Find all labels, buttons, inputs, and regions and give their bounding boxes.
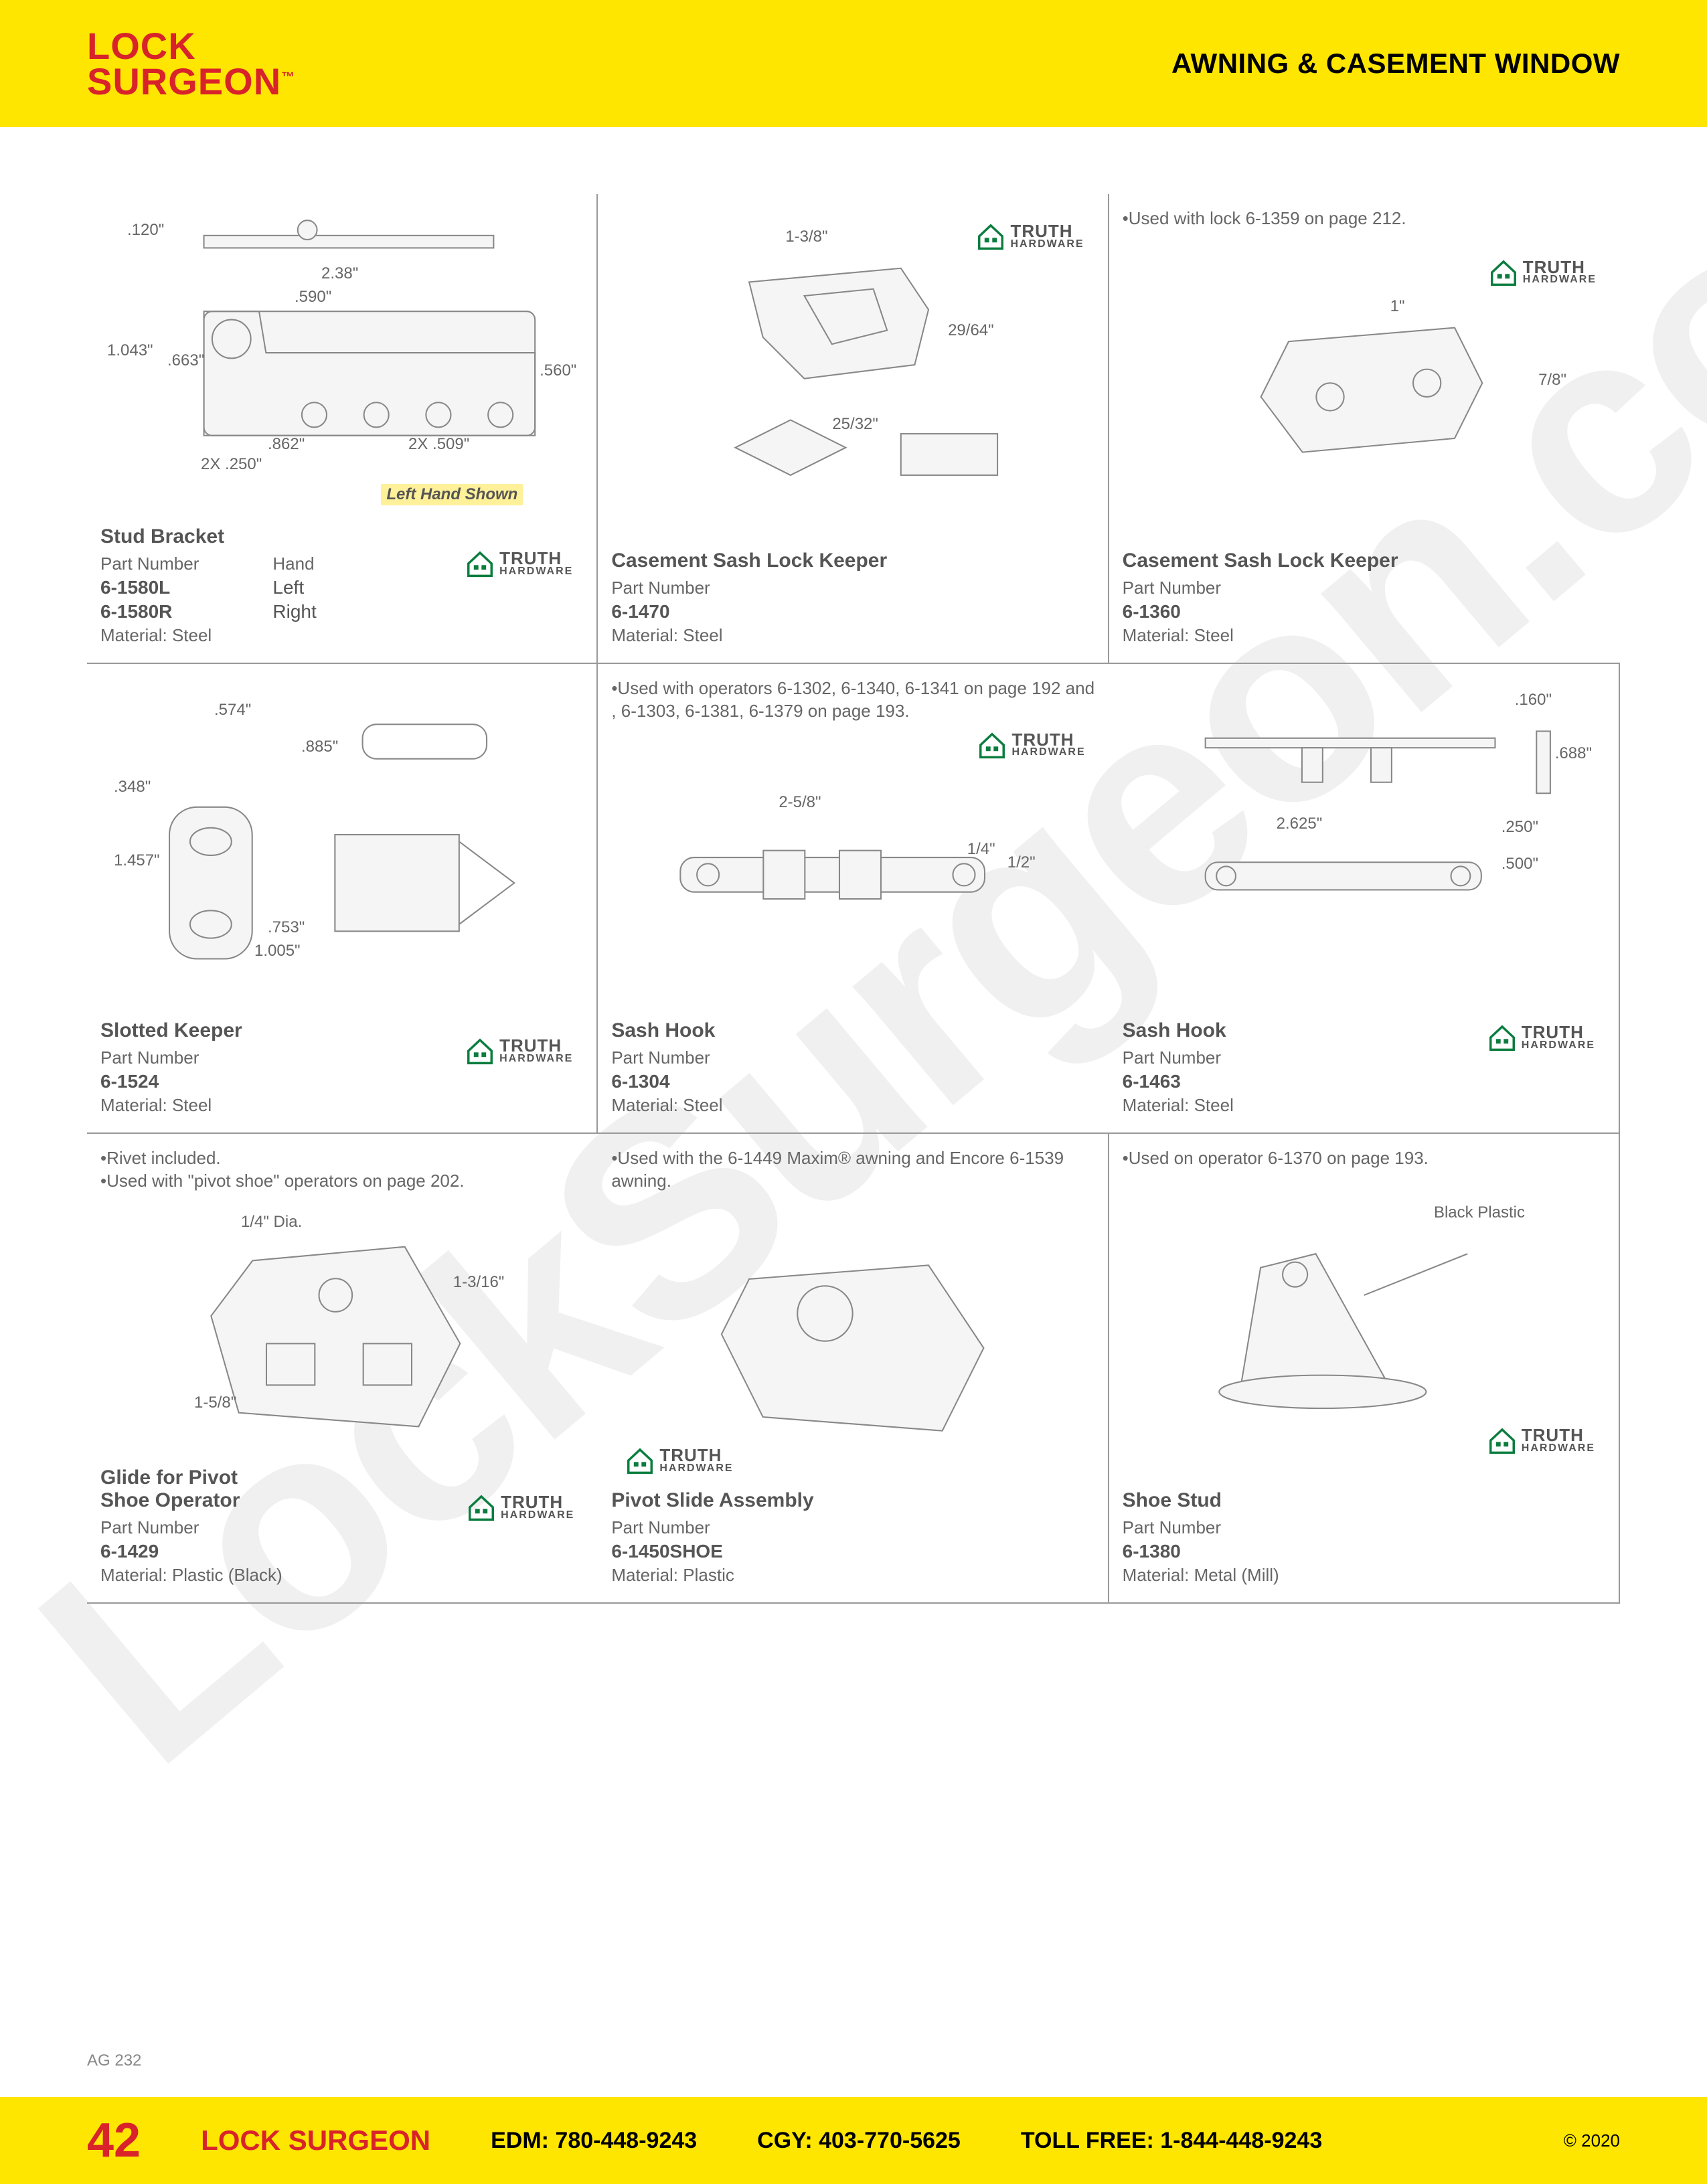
product-notes: •Rivet included. •Used with "pivot shoe"… [100, 1147, 584, 1193]
product-name: Shoe Stud [1123, 1489, 1605, 1512]
product-name: Sash Hook [611, 1019, 1095, 1042]
page-title: AWNING & CASEMENT WINDOW [1171, 48, 1620, 80]
product-cell: •Rivet included. •Used with "pivot shoe"… [87, 1134, 598, 1602]
ag-code: AG 232 [87, 2051, 141, 2070]
product-cell: •Used with lock 6-1359 on page 212. 1" 7… [1109, 194, 1620, 663]
diagram: 1" 7/8" TRUTHHARDWARE [1123, 237, 1607, 543]
product-cell: 1-3/8" 29/64" 25/32" TRUTHHARDWARE Casem… [598, 194, 1109, 663]
product-cell: .120" 2.38" .590" 1.043" .663" .560" .86… [87, 194, 598, 663]
logo-line2: SURGEON™ [87, 64, 295, 99]
diagram: 1/4" Dia. 1-3/16" 1-5/8" [100, 1199, 584, 1460]
diagram: .120" 2.38" .590" 1.043" .663" .560" .86… [100, 207, 583, 519]
callout: Black Plastic [1434, 1203, 1525, 1222]
product-name: Stud Bracket [100, 525, 583, 548]
diagram: 1-3/8" 29/64" 25/32" TRUTHHARDWARE [611, 207, 1094, 543]
page-number: 42 [87, 2113, 141, 2168]
truth-logo: TRUTHHARDWARE [1487, 1022, 1595, 1053]
truth-logo: TRUTHHARDWARE [625, 1445, 733, 1476]
product-name: Casement Sash Lock Keeper [1123, 550, 1607, 572]
product-cell: •Used with operators 6-1302, 6-1340, 6-1… [598, 664, 1109, 1132]
product-notes: •Used with operators 6-1302, 6-1340, 6-1… [611, 677, 1095, 723]
product-notes: •Used with the 6-1449 Maxim® awning and … [611, 1147, 1094, 1193]
truth-logo: TRUTHHARDWARE [977, 730, 1085, 760]
copyright: © 2020 [1564, 2130, 1620, 2151]
diagram: Black Plastic TRUTHHARDWARE [1123, 1177, 1605, 1483]
truth-logo: TRUTHHARDWARE [465, 548, 573, 579]
truth-logo: TRUTHHARDWARE [465, 1035, 573, 1066]
diagram: 2-5/8" 1/4" 1/2" TRUTHHARDWARE [611, 730, 1095, 1013]
content-area: .120" 2.38" .590" 1.043" .663" .560" .86… [0, 127, 1707, 1630]
contact-cgy: CGY: 403-770-5625 [757, 2128, 961, 2154]
diagram: TRUTHHARDWARE [611, 1199, 1094, 1483]
product-cell: •Used with the 6-1449 Maxim® awning and … [598, 1134, 1109, 1602]
diagram: .160" .688" 2.625" .250" .500" [1123, 677, 1605, 1013]
product-name: Casement Sash Lock Keeper [611, 550, 1094, 572]
hand-highlight: Left Hand Shown [381, 484, 523, 505]
contact-toll: TOLL FREE: 1-844-448-9243 [1021, 2128, 1322, 2154]
product-name: Pivot Slide Assembly [611, 1489, 1094, 1512]
brand-logo: LOCK SURGEON™ [87, 28, 295, 99]
product-cell: .160" .688" 2.625" .250" .500" Sash Hook… [1109, 664, 1620, 1132]
contact-edm: EDM: 780-448-9243 [491, 2128, 697, 2154]
footer-bar: 42 LOCK SURGEON EDM: 780-448-9243 CGY: 4… [0, 2097, 1707, 2184]
truth-logo: TRUTHHARDWARE [466, 1492, 574, 1523]
diagram: .574" .885" .348" 1.457" .753" 1.005" [100, 677, 583, 1013]
product-cell: •Used on operator 6-1370 on page 193. Bl… [1109, 1134, 1620, 1602]
truth-logo: TRUTHHARDWARE [975, 221, 1084, 252]
logo-line1: LOCK [87, 28, 295, 64]
footer-brand: LOCK SURGEON [201, 2124, 430, 2157]
truth-logo: TRUTHHARDWARE [1488, 257, 1597, 288]
header-bar: LOCK SURGEON™ AWNING & CASEMENT WINDOW [0, 0, 1707, 127]
product-cell: .574" .885" .348" 1.457" .753" 1.005" Sl… [87, 664, 598, 1132]
product-notes: •Used on operator 6-1370 on page 193. [1123, 1147, 1605, 1170]
product-notes: •Used with lock 6-1359 on page 212. [1123, 207, 1607, 230]
product-name: Glide for Pivot Shoe Operator [100, 1466, 288, 1512]
product-grid: .120" 2.38" .590" 1.043" .663" .560" .86… [87, 194, 1620, 1604]
truth-logo: TRUTHHARDWARE [1487, 1425, 1595, 1456]
